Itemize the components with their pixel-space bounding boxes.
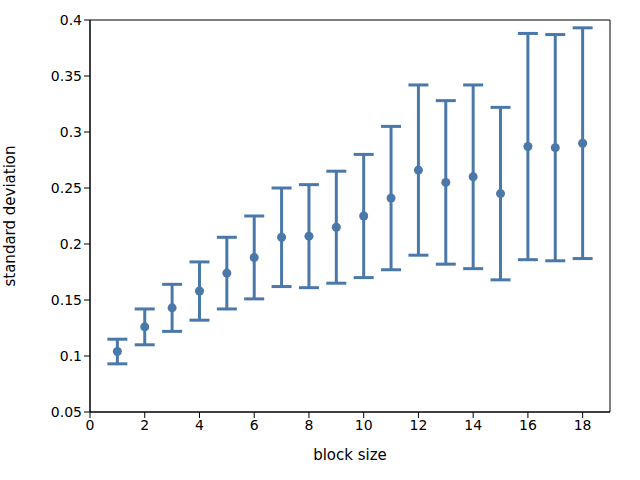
svg-text:10: 10: [355, 417, 373, 433]
svg-text:18: 18: [574, 417, 592, 433]
svg-text:0.4: 0.4: [60, 12, 82, 28]
svg-text:0.05: 0.05: [51, 404, 82, 420]
svg-text:0.25: 0.25: [51, 180, 82, 196]
svg-text:standard deviation: standard deviation: [8, 145, 19, 286]
svg-text:12: 12: [410, 417, 428, 433]
svg-text:block size: block size: [313, 446, 387, 464]
svg-text:16: 16: [519, 417, 537, 433]
svg-text:4: 4: [195, 417, 204, 433]
svg-text:0.15: 0.15: [51, 292, 82, 308]
svg-text:0.35: 0.35: [51, 68, 82, 84]
svg-text:14: 14: [464, 417, 482, 433]
svg-text:0: 0: [86, 417, 95, 433]
svg-text:0.2: 0.2: [60, 236, 82, 252]
svg-text:0.3: 0.3: [60, 124, 82, 140]
svg-text:2: 2: [140, 417, 149, 433]
svg-text:8: 8: [304, 417, 313, 433]
svg-text:0.1: 0.1: [60, 348, 82, 364]
svg-text:6: 6: [250, 417, 259, 433]
